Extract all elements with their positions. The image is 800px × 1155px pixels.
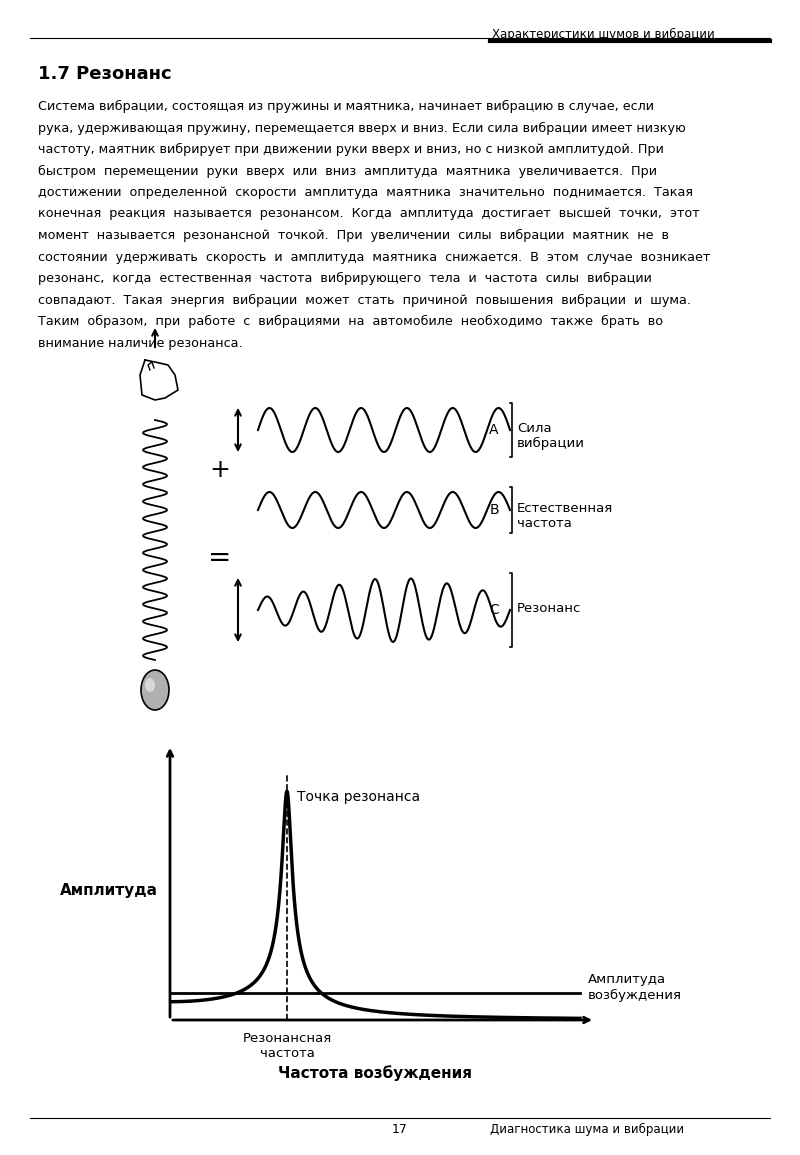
Text: Таким  образом,  при  работе  с  вибрациями  на  автомобиле  необходимо  также  : Таким образом, при работе с вибрациями н… [38,315,663,328]
Text: рука, удерживающая пружину, перемещается вверх и вниз. Если сила вибрации имеет : рука, удерживающая пружину, перемещается… [38,121,686,135]
Ellipse shape [145,678,155,692]
Text: 1.7 Резонанс: 1.7 Резонанс [38,65,172,83]
Text: совпадают.  Такая  энергия  вибрации  может  стать  причиной  повышения  вибраци: совпадают. Такая энергия вибрации может … [38,293,691,306]
Text: =: = [208,544,232,572]
Text: B: B [489,502,499,517]
Text: +: + [210,459,230,482]
Text: момент  называется  резонансной  точкой.  При  увеличении  силы  вибрации  маятн: момент называется резонансной точкой. Пр… [38,229,669,243]
Text: конечная  реакция  называется  резонансом.  Когда  амплитуда  достигает  высшей : конечная реакция называется резонансом. … [38,208,700,221]
Text: быстром  перемещении  руки  вверх  или  вниз  амплитуда  маятника  увеличивается: быстром перемещении руки вверх или вниз … [38,164,657,178]
Text: Частота возбуждения: Частота возбуждения [278,1065,472,1081]
Text: A: A [490,423,498,437]
Text: внимание наличие резонанса.: внимание наличие резонанса. [38,336,242,350]
Ellipse shape [141,670,169,710]
Text: достижении  определенной  скорости  амплитуда  маятника  значительно  поднимаетс: достижении определенной скорости амплиту… [38,186,693,199]
Text: Резонанс: Резонанс [517,602,582,614]
Text: C: C [489,603,499,617]
Text: Резонансная
частота: Резонансная частота [242,1033,332,1060]
Text: Характеристики шумов и вибрации: Характеристики шумов и вибрации [492,28,714,42]
Text: Сила
вибрации: Сила вибрации [517,422,585,450]
Text: Точка резонанса: Точка резонанса [297,790,420,804]
Text: Естественная
частота: Естественная частота [517,502,614,530]
Text: Амплитуда: Амплитуда [60,882,158,897]
Text: Амплитуда
возбуждения: Амплитуда возбуждения [588,974,682,1001]
Text: состоянии  удерживать  скорость  и  амплитуда  маятника  снижается.  В  этом  сл: состоянии удерживать скорость и амплитуд… [38,251,710,263]
Text: резонанс,  когда  естественная  частота  вибрирующего  тела  и  частота  силы  в: резонанс, когда естественная частота виб… [38,271,652,285]
Text: 17: 17 [392,1123,408,1137]
Text: Диагностика шума и вибрации: Диагностика шума и вибрации [490,1123,684,1137]
Text: частоту, маятник вибрирует при движении руки вверх и вниз, но с низкой амплитудо: частоту, маятник вибрирует при движении … [38,143,664,156]
Text: Система вибрации, состоящая из пружины и маятника, начинает вибрацию в случае, е: Система вибрации, состоящая из пружины и… [38,100,654,113]
